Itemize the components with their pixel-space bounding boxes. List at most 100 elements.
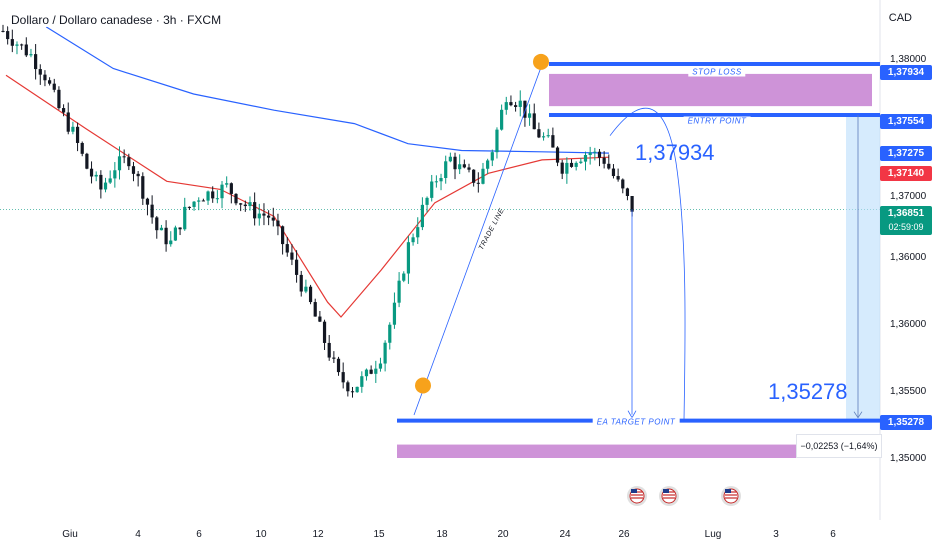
candle-body — [52, 83, 56, 90]
candle-body — [122, 156, 126, 158]
candle-body — [392, 302, 397, 325]
candle-body — [569, 162, 574, 167]
candle-body — [448, 156, 452, 162]
candle-body — [38, 69, 42, 75]
candle-body — [458, 164, 462, 170]
candle-body — [462, 164, 466, 168]
events — [627, 486, 741, 506]
candle-body — [555, 147, 560, 163]
candle-body — [514, 105, 518, 107]
candle-body — [1, 30, 5, 32]
candle-body — [588, 152, 592, 155]
bar-countdown: 02:59:09 — [880, 221, 932, 235]
pivot-marker — [533, 53, 549, 70]
candle-body — [486, 160, 490, 169]
candle-body — [145, 198, 150, 205]
candle-body — [66, 112, 70, 132]
candle-body — [290, 252, 294, 260]
candle-body — [434, 181, 438, 183]
candle-body — [420, 204, 424, 228]
candle-body — [509, 102, 513, 106]
pivot-marker — [415, 377, 431, 394]
x-tick: 6 — [830, 529, 836, 540]
x-tick: 3 — [773, 529, 779, 540]
candle-body — [472, 169, 476, 183]
candle-body — [607, 163, 611, 169]
candle-body — [313, 302, 317, 317]
candle-body — [397, 280, 401, 303]
candle-body — [20, 44, 24, 46]
candle-body — [579, 161, 583, 163]
candle-body — [71, 126, 75, 132]
candle-body — [476, 182, 480, 184]
candle-body — [500, 109, 504, 130]
candle-body — [211, 191, 215, 199]
us-flag-icon — [663, 489, 669, 493]
x-tick: 20 — [497, 529, 509, 540]
candle-body — [285, 244, 289, 253]
candle-body — [444, 161, 448, 179]
candle-body — [402, 273, 406, 281]
candle-body — [439, 178, 443, 182]
candle-body — [253, 202, 257, 219]
stop-loss-zone — [549, 73, 872, 107]
candle-body — [94, 174, 98, 177]
candle-body — [113, 170, 117, 179]
candle-body — [141, 176, 145, 199]
candle-body — [299, 274, 303, 292]
candle-body — [336, 358, 341, 373]
candle-body — [308, 286, 313, 303]
candle-body — [565, 162, 569, 174]
candles — [1, 24, 634, 398]
candle-body — [593, 151, 597, 153]
currency-label[interactable]: CAD — [888, 12, 912, 24]
x-tick: 12 — [312, 529, 324, 540]
entry-point-label: ENTRY POINT — [683, 116, 751, 126]
candle-body — [532, 113, 536, 130]
candle-body — [411, 237, 415, 243]
candle-body — [425, 197, 429, 205]
candle-body — [364, 369, 369, 377]
candle-body — [192, 201, 196, 207]
candle-body — [136, 173, 140, 177]
y-tick: 1,35500 — [890, 386, 927, 397]
candle-body — [383, 342, 387, 364]
level-b-price-pill: 1,37140 — [880, 166, 932, 181]
y-tick: 1,38000 — [890, 54, 927, 65]
x-tick: 26 — [618, 529, 630, 540]
moving-average-blue — [45, 26, 610, 154]
candle-body — [369, 369, 373, 374]
candle-body — [99, 174, 103, 190]
y-tick: 1,35000 — [890, 453, 927, 464]
us-flag-icon — [631, 489, 637, 493]
y-tick: 1,37000 — [890, 191, 927, 202]
candle-body — [150, 204, 154, 218]
candle-body — [34, 54, 38, 70]
candle-body — [374, 368, 378, 374]
candle-body — [220, 184, 224, 199]
candle-body — [155, 217, 159, 231]
trade-lines — [397, 61, 880, 423]
candle-body — [621, 179, 625, 189]
candle-body — [332, 357, 336, 359]
candle-body — [318, 316, 322, 322]
candle-body — [10, 39, 14, 46]
candle-body — [267, 215, 271, 218]
markers — [415, 53, 549, 394]
candle-body — [416, 227, 420, 238]
target-price-pill: 1,35278 — [880, 415, 932, 430]
candle-body — [187, 206, 191, 208]
candle-body — [481, 168, 485, 184]
candle-body — [243, 204, 247, 207]
candle-body — [173, 227, 178, 241]
candle-body — [406, 242, 411, 274]
candle-body — [201, 200, 205, 202]
candle-body — [57, 89, 61, 109]
x-tick: 6 — [196, 529, 202, 540]
current-price-pill: 1,36851 — [880, 206, 932, 221]
x-tick: 10 — [255, 529, 267, 540]
measure-range-band — [846, 114, 880, 421]
candle-body — [630, 196, 634, 212]
candle-body — [378, 363, 383, 369]
